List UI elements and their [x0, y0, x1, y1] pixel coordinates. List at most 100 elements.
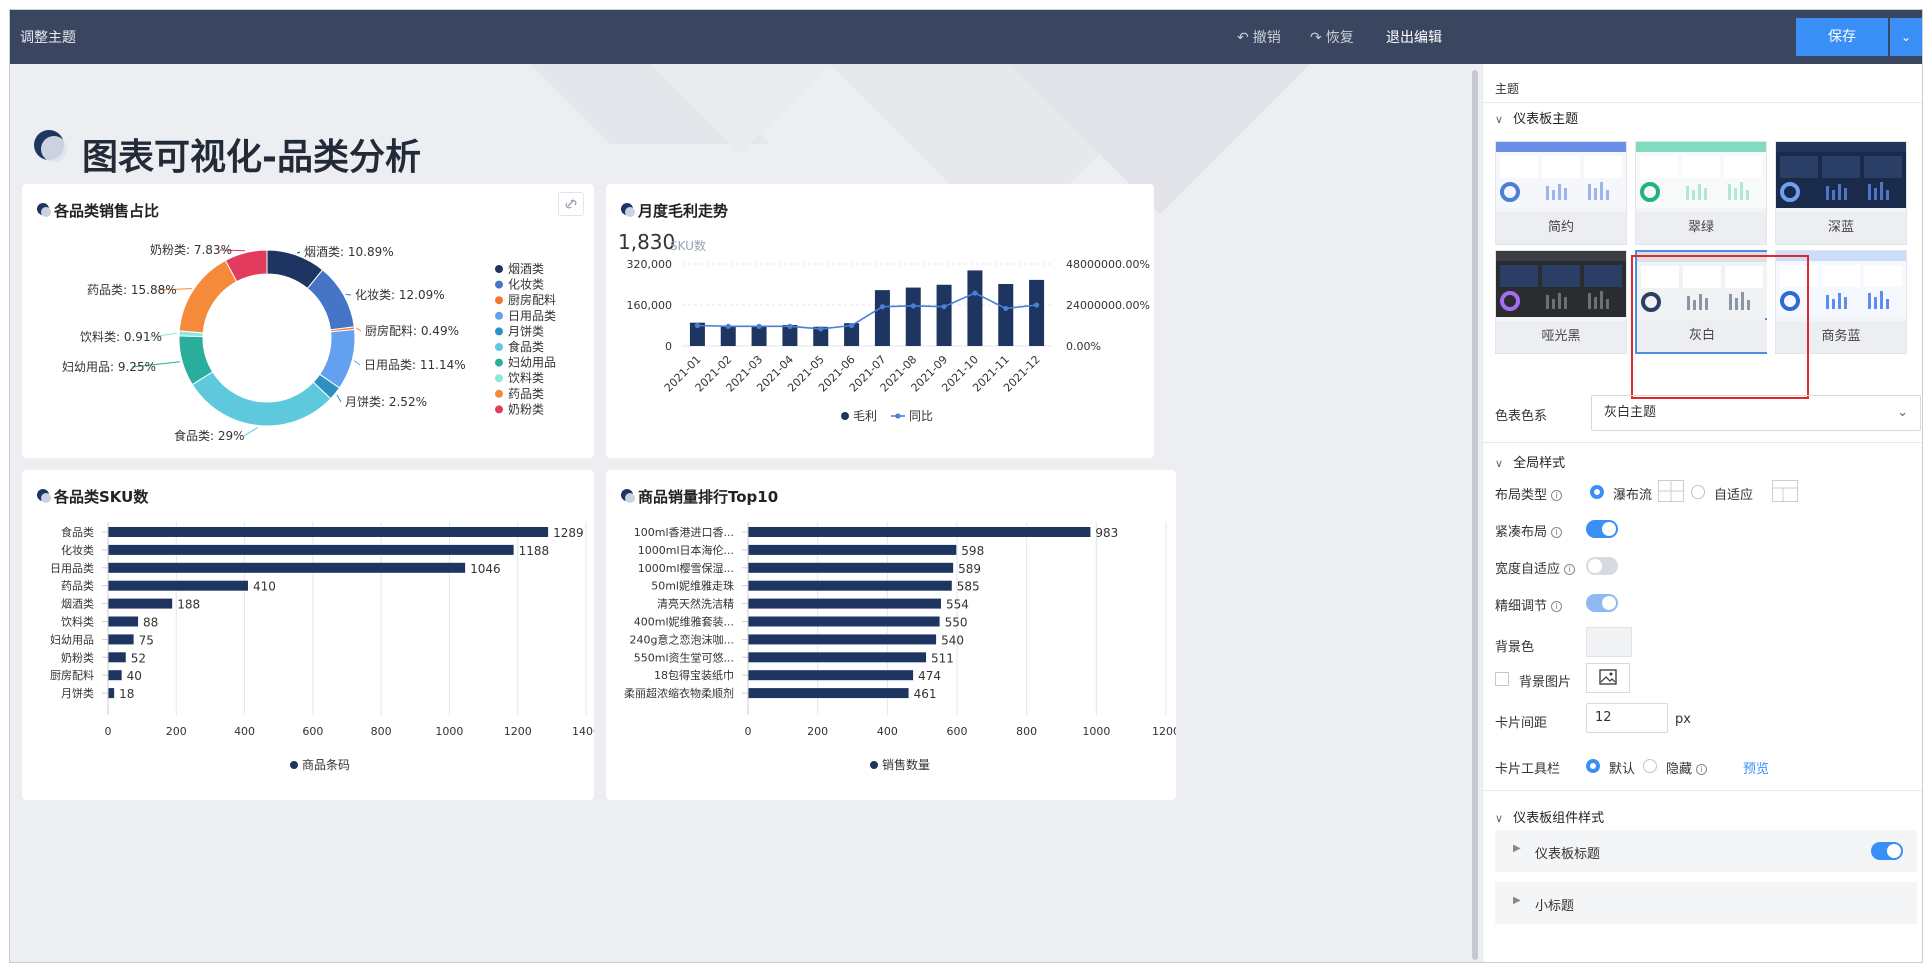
y-tick-label: 550ml资生堂可悠... — [634, 650, 734, 664]
undo-icon: ↶ — [1237, 30, 1249, 46]
adaptive-layout-icon — [1772, 480, 1798, 502]
legend-label: 食品类 — [508, 339, 544, 354]
info-icon[interactable]: i — [1551, 601, 1563, 612]
section-component-style[interactable]: ∨ 仪表板组件样式 — [1495, 807, 1604, 826]
link-icon[interactable] — [558, 192, 584, 216]
bar — [748, 688, 909, 699]
divider — [1483, 442, 1922, 443]
save-button[interactable]: 保存 — [1796, 18, 1888, 56]
divider — [1483, 790, 1922, 791]
line-point — [1003, 305, 1009, 312]
card-category-sku-count[interactable]: 各品类SKU数 0 200 400 600 800 1000 1200 1400 食品类 1289… — [22, 470, 594, 800]
section-global-style[interactable]: ∨ 全局样式 — [1495, 452, 1565, 471]
theme-option-dark[interactable]: 哑光黑 — [1495, 250, 1627, 354]
pie-label: 妇幼用品: 9.25% — [62, 360, 156, 374]
card-monthly-margin-trend[interactable]: 月度毛利走势 1,830 SKU数 0 0.00% 160,000 24000000.… — [606, 184, 1154, 458]
radio-adaptive[interactable] — [1691, 485, 1705, 499]
bg-image-upload[interactable] — [1586, 663, 1630, 693]
bar — [813, 326, 829, 346]
card-gap-input[interactable]: 12 — [1586, 703, 1668, 733]
bg-color-swatch[interactable] — [1586, 627, 1632, 657]
y-tick-label: 食品类 — [61, 525, 94, 539]
pie-label: 化妆类: 12.09% — [355, 288, 445, 302]
info-icon[interactable]: i — [1696, 764, 1708, 775]
card-title-icon — [621, 489, 635, 503]
info-icon[interactable]: i — [1551, 490, 1563, 501]
card-top10-sales[interactable]: 商品销量排行Top10 0 200 400 600 800 1000 1200 100ml香港… — [606, 470, 1176, 800]
data-label: 18 — [119, 687, 134, 701]
legend-label: 烟酒类 — [508, 262, 544, 276]
fine-tune-toggle[interactable] — [1586, 594, 1618, 612]
redo-button[interactable]: ↷ 恢复 — [1310, 27, 1354, 47]
theme-option-navy[interactable]: 深蓝 — [1775, 141, 1907, 245]
bg-image-checkbox[interactable] — [1495, 672, 1509, 686]
bar — [108, 544, 514, 555]
x-tick-label: 800 — [1016, 725, 1037, 738]
card-category-sales-share[interactable]: 各品类销售占比 烟酒类: 10.89% 烟酒类 化妆类: 12.09% 化妆类 厨房配料… — [22, 184, 594, 458]
canvas-scrollbar[interactable] — [1472, 70, 1478, 960]
subsection-dashboard-title[interactable]: ▶ 仪表板标题 — [1495, 830, 1917, 872]
line-point — [910, 303, 916, 309]
data-label: 511 — [931, 651, 954, 665]
preview-link[interactable]: 预览 — [1743, 762, 1770, 777]
undo-button[interactable]: ↶ 撤销 — [1237, 27, 1281, 47]
pie-leader-line — [156, 288, 192, 291]
pie-slice — [178, 259, 238, 334]
card-gap-unit: px — [1675, 712, 1691, 727]
radio-toolbar-default-label: 默认 — [1609, 762, 1636, 777]
y-tick-label: 1000ml樱雪保湿... — [638, 561, 734, 575]
chevron-right-icon: ▶ — [1513, 895, 1521, 906]
color-scheme-select[interactable]: 灰白主题 ⌄ — [1591, 395, 1921, 431]
bar — [751, 326, 767, 346]
x-tick-label: 0 — [105, 725, 112, 738]
legend-marker — [495, 374, 503, 383]
line-point — [787, 323, 793, 329]
chevron-down-icon: ∨ — [1495, 812, 1504, 825]
data-label: 40 — [127, 669, 142, 683]
line-point — [879, 304, 886, 310]
radio-toolbar-hidden[interactable] — [1643, 759, 1657, 773]
label-text: 宽度自适应 — [1495, 562, 1561, 577]
bg-image-label: 背景图片 — [1519, 675, 1572, 690]
pie-leader-line — [149, 332, 178, 338]
theme-option-label: 商务蓝 — [1776, 321, 1906, 353]
data-label: 1289 — [553, 526, 584, 540]
fine-tune-label: 精细调节 i — [1495, 595, 1563, 614]
bar — [936, 284, 952, 346]
theme-option-light[interactable]: 简约 — [1495, 141, 1627, 245]
x-tick-label: 600 — [947, 725, 968, 738]
info-icon[interactable]: i — [1564, 564, 1576, 575]
width-adaptive-toggle[interactable] — [1586, 557, 1618, 575]
pie-leader-line — [296, 251, 301, 254]
radio-toolbar-default[interactable] — [1586, 759, 1600, 773]
subsection-subtitle[interactable]: ▶ 小标题 — [1495, 882, 1917, 924]
pie-label: 奶粉类: 7.83% — [150, 243, 232, 257]
compact-layout-label: 紧凑布局 i — [1495, 521, 1563, 540]
section-dashboard-theme[interactable]: ∨ 仪表板主题 — [1495, 108, 1578, 127]
bar — [108, 670, 122, 681]
series-line — [697, 292, 1037, 330]
bar — [905, 287, 921, 346]
y-tick-label: 240g意之恋泡沫咖... — [630, 632, 734, 646]
width-adaptive-label: 宽度自适应 i — [1495, 558, 1576, 577]
bar — [108, 580, 248, 591]
save-dropdown-chevron-icon[interactable]: ⌄ — [1890, 18, 1922, 56]
info-icon[interactable]: i — [1551, 527, 1563, 538]
theme-option-gray[interactable]: 灰白 — [1635, 250, 1767, 354]
theme-option-label: 翠绿 — [1636, 212, 1766, 244]
legend-marker — [495, 405, 503, 414]
theme-settings-panel: 主题 ∨ 仪表板主题 简约 翠绿 深蓝 哑光黑 灰白 商务蓝 色表色系 灰白主题 ⌄ ∨ 全局… — [1482, 64, 1922, 962]
line-point — [756, 323, 762, 329]
exit-edit-button[interactable]: 退出编辑 — [1386, 30, 1442, 46]
data-label: 589 — [958, 562, 981, 576]
radio-waterfall[interactable] — [1590, 485, 1604, 499]
compact-layout-toggle[interactable] — [1586, 520, 1618, 538]
legend-marker — [290, 761, 298, 769]
y-right-tick-label: 24000000.00% — [1066, 299, 1150, 312]
dashboard-title-toggle[interactable] — [1871, 842, 1903, 860]
theme-option-green[interactable]: 翠绿 — [1635, 141, 1767, 245]
x-tick-label: 200 — [166, 725, 187, 738]
bar — [748, 562, 954, 573]
pie-label: 药品类: 15.88% — [87, 283, 177, 297]
subsection-label: 小标题 — [1535, 899, 1575, 914]
